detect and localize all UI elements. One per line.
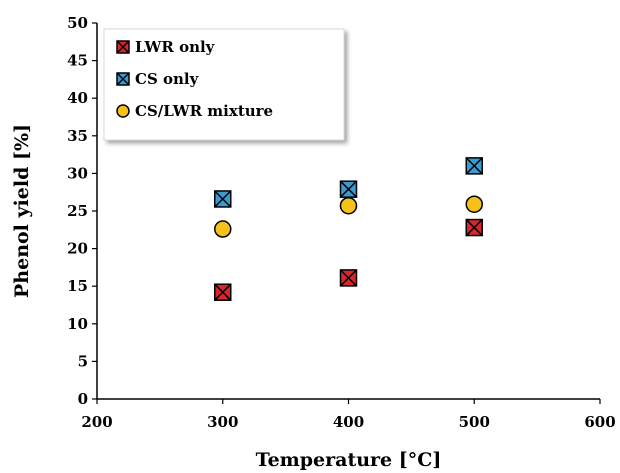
point-cs-lwr-mixture	[465, 195, 483, 213]
legend-marker	[116, 72, 130, 86]
y-tick-label: 15	[67, 277, 88, 295]
point-cs-lwr-mixture	[214, 220, 232, 238]
point-cs-lwr-mixture	[339, 196, 358, 215]
legend-label: LWR only	[135, 38, 216, 56]
y-tick-label: 25	[67, 202, 88, 220]
y-axis-title: Phenol yield [%]	[11, 124, 33, 298]
point-lwr-only	[214, 283, 232, 301]
legend-label: CS only	[135, 70, 200, 88]
y-tick-label: 20	[67, 240, 88, 258]
legend-box	[103, 28, 345, 141]
point-cs-only	[339, 180, 358, 198]
x-tick-label: 200	[81, 413, 112, 431]
x-axis-title: Temperature [°C]	[256, 449, 442, 471]
x-tick-label: 600	[584, 413, 615, 431]
y-tick-label: 5	[78, 352, 88, 370]
y-tick-label: 0	[78, 390, 88, 408]
point-cs-only	[214, 190, 232, 208]
legend-label: CS/LWR mixture	[135, 102, 273, 120]
y-tick-label: 50	[67, 14, 88, 32]
point-lwr-only	[339, 269, 358, 287]
y-tick-label: 45	[67, 52, 88, 70]
y-tick-label: 35	[67, 127, 88, 145]
point-cs-only	[465, 157, 483, 175]
data-points	[214, 157, 483, 301]
x-ticks: 200 300 400 500 600	[81, 399, 616, 431]
legend: LWR only CS only CS/LWR mixture	[103, 28, 345, 141]
y-tick-label: 30	[67, 164, 88, 182]
y-ticks: 0 5 10 15 20 25 30 35 40 45 50	[67, 14, 97, 408]
x-tick-label: 500	[459, 413, 490, 431]
legend-marker	[116, 40, 130, 54]
y-tick-label: 40	[67, 89, 88, 107]
x-tick-label: 300	[207, 413, 238, 431]
legend-marker	[116, 104, 130, 118]
y-tick-label: 10	[67, 315, 88, 333]
point-lwr-only	[465, 218, 483, 237]
x-tick-label: 400	[333, 413, 364, 431]
